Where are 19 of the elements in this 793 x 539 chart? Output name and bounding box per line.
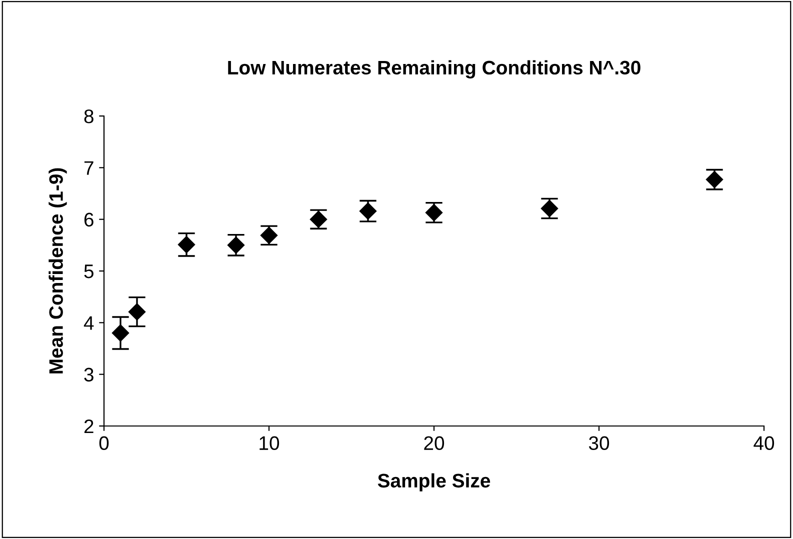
x-axis-title: Sample Size <box>378 473 490 492</box>
y-tick-label: 3 <box>84 368 94 382</box>
y-tick-label: 4 <box>84 316 94 330</box>
y-tick-label: 5 <box>84 264 94 278</box>
y-axis-title: Mean Confidence (1-9) <box>48 168 67 374</box>
x-tick-label: 10 <box>260 436 280 450</box>
point <box>359 202 377 220</box>
x-tick-label: 20 <box>424 436 444 450</box>
y-tick-label: 2 <box>84 419 94 434</box>
x-tick-label: 0 <box>99 436 109 450</box>
point <box>178 236 196 254</box>
point <box>112 324 130 342</box>
x-tick-label: 30 <box>588 436 610 450</box>
y-tick-label: 7 <box>84 161 94 175</box>
y-tick-label: 6 <box>84 212 94 227</box>
x-tick-label: 40 <box>754 436 774 450</box>
point <box>128 303 146 320</box>
chart-title: Low Numerates Remaining Conditions N^.30 <box>228 60 640 78</box>
y-tick-label: 8 <box>84 109 94 124</box>
